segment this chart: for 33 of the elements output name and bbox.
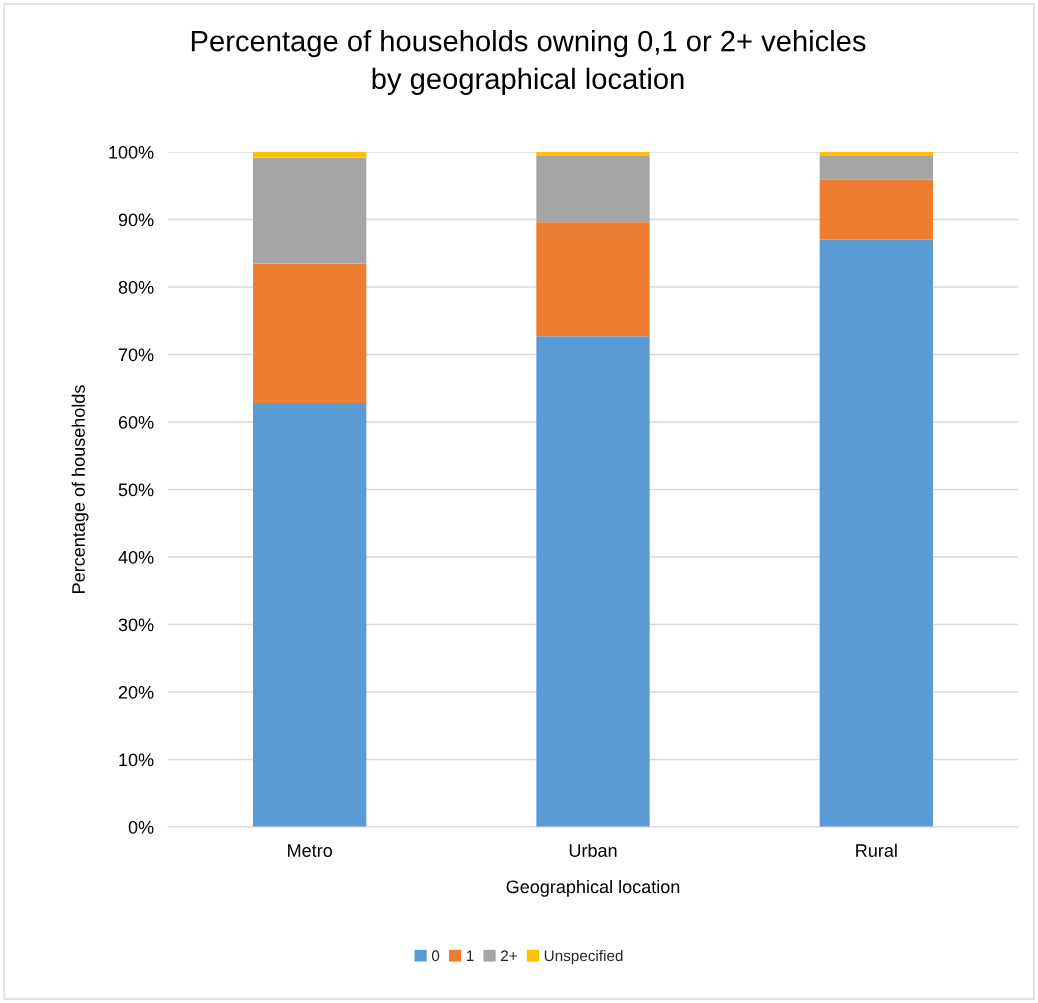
y-tick-label: 90%: [118, 213, 154, 227]
y-tick-label: 20%: [118, 685, 154, 699]
bar: [819, 152, 933, 157]
bar: [536, 156, 650, 223]
x-tick-label: Urban: [569, 843, 617, 857]
y-axis-title: Percentage of households: [71, 385, 89, 593]
x-axis-title: Geographical location: [506, 879, 680, 897]
y-tick-label: 80%: [118, 280, 154, 294]
bar: [536, 336, 650, 827]
x-tick-label: Rural: [856, 843, 897, 857]
legend-label: 0: [431, 950, 440, 962]
y-tick-label: 70%: [118, 348, 154, 362]
bar: [253, 152, 367, 158]
x-tick-label: Metro: [288, 844, 332, 857]
bar: [819, 179, 933, 240]
bar: [536, 222, 650, 337]
y-tick-label: 100%: [109, 145, 154, 159]
y-tick-label: 40%: [118, 550, 154, 564]
legend-label: 2+: [501, 950, 517, 961]
bar: [819, 156, 933, 180]
bar: [536, 152, 650, 157]
legend-label: Unspecified: [544, 949, 623, 965]
legend-label: 1: [466, 950, 474, 961]
y-tick-label: 10%: [119, 753, 154, 767]
chart-title: Percentage of households owning 0,1 or 2+ vehicles by geographical location: [191, 30, 866, 95]
bar: [253, 263, 367, 404]
y-tick-label: 50%: [118, 483, 154, 497]
bar: [819, 239, 933, 827]
y-tick-label: 60%: [118, 415, 154, 429]
y-tick-label: 0%: [128, 820, 154, 834]
y-tick-label: 30%: [118, 618, 154, 632]
bar: [253, 157, 367, 264]
bar: [253, 403, 367, 827]
